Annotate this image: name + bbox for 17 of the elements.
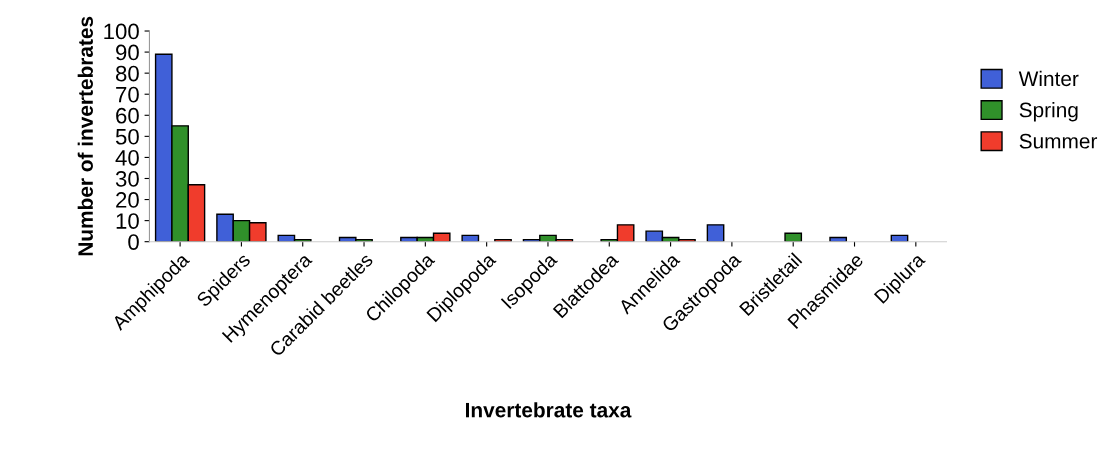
y-tick-label: 30: [115, 171, 139, 187]
y-tick-label: 80: [115, 65, 139, 82]
y-axis-title: Number of invertebrates: [77, 16, 93, 256]
x-axis-title: Invertebrate taxa: [465, 402, 632, 418]
legend-label: Spring: [1019, 102, 1078, 122]
y-tick-label: 90: [116, 44, 139, 61]
legend-label: Winter: [1018, 70, 1079, 87]
y-tick-label: 40: [115, 149, 139, 166]
y-tick-label: 10: [116, 213, 139, 229]
y-tick-label: 70: [116, 86, 139, 103]
y-tick-label: 0: [128, 234, 139, 250]
y-tick-label: 100: [104, 23, 139, 40]
bar: [706, 224, 725, 242]
y-tick-label: 20: [116, 192, 139, 208]
y-tick-label: 50: [115, 128, 139, 145]
legend-label: Summer: [1019, 133, 1098, 149]
y-tick-label: 60: [116, 107, 139, 124]
